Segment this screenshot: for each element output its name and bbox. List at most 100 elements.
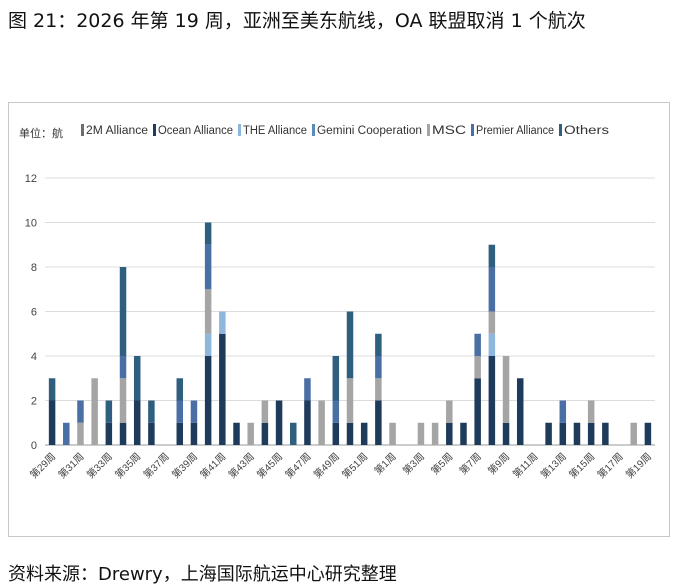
x-tick-label: 第35周 (112, 450, 143, 481)
bar-segment-others (119, 267, 127, 356)
bar-segment-ocean-alliance (219, 333, 226, 445)
bar-segment-msc (375, 378, 382, 401)
bar-segment-ocean-alliance (261, 422, 269, 445)
bar-segment-premier-alliance (332, 400, 340, 423)
bar-segment-premier-alliance (474, 333, 481, 356)
bar-segment-msc (587, 400, 595, 423)
y-tick-label: 12 (25, 173, 37, 185)
bar-segment-ocean-alliance (360, 422, 368, 445)
x-tick-label: 第51周 (339, 450, 370, 481)
bar-segment-ocean-alliance (559, 422, 567, 445)
stacked-bar-chart: 单位：航 2M Alliance Ocean Alliance THE Allian… (19, 124, 655, 481)
bar-segment-ocean-alliance (573, 422, 581, 445)
legend-swatch-ocean-alliance (153, 124, 156, 136)
bar-segment-others (105, 400, 113, 423)
bar-segment-ocean-alliance (304, 400, 311, 445)
x-tick-label: 第11周 (510, 450, 541, 481)
x-tick-label: 第1周 (371, 450, 398, 477)
bar-segment-others (375, 333, 382, 356)
bar-segment-others (48, 378, 56, 401)
source-note: 资料来源：Drewry，上海国际航运中心研究整理 (8, 564, 397, 585)
bar-segment-ocean-alliance (119, 422, 127, 445)
y-tick-label: 6 (31, 307, 37, 319)
bar-segment-others (346, 311, 354, 379)
bar-segment-others (332, 356, 340, 401)
y-tick-label: 2 (31, 396, 37, 408)
legend-swatch-2m-alliance (81, 124, 84, 136)
x-tick-label: 第29周 (27, 450, 58, 481)
bar-segment-msc (119, 378, 127, 423)
bar-segment-msc (630, 422, 637, 445)
bar-segment-ocean-alliance (105, 422, 113, 445)
legend-label-others: Others (564, 125, 609, 137)
figure-title: 图 21：2026 年第 19 周，亚洲至美东航线，OA 联盟取消 1 个航次 (8, 10, 586, 32)
x-tick-label: 第41周 (197, 450, 228, 481)
bar-segment-ocean-alliance (332, 422, 340, 445)
legend-swatch-msc (427, 124, 430, 136)
bar-segment-ocean-alliance (48, 400, 56, 445)
x-axis-ticks: 第29周第31周第33周第35周第37周第39周第41周第43周第45周第47周… (27, 450, 654, 481)
x-tick-label: 第45周 (254, 450, 285, 481)
bar-segment-msc (431, 422, 439, 445)
bar-segment-msc (446, 400, 453, 423)
x-tick-label: 第33周 (84, 450, 115, 481)
bar-segment-ocean-alliance (233, 422, 240, 445)
bar-segment-ocean-alliance (176, 422, 184, 445)
x-tick-label: 第39周 (169, 450, 200, 481)
bar-segment-others (148, 400, 155, 423)
bar-segment-premier-alliance (204, 244, 212, 290)
bar-segment-ocean-alliance (133, 400, 141, 445)
bar-segment-the-alliance (204, 333, 212, 356)
x-tick-label: 第17周 (594, 450, 625, 481)
y-tick-label: 0 (31, 440, 37, 452)
x-tick-label: 第47周 (282, 450, 313, 481)
bar-segment-msc (91, 378, 98, 445)
bar-segment-msc (417, 422, 425, 445)
bar-segment-ocean-alliance (346, 422, 354, 445)
bar-segment-ocean-alliance (488, 356, 496, 445)
bar-segment-ocean-alliance (446, 422, 453, 445)
x-tick-label: 第9周 (485, 450, 512, 477)
y-tick-label: 8 (31, 262, 37, 274)
chart-frame: 单位：航 2M Alliance Ocean Alliance THE Allian… (8, 102, 670, 537)
bar-segment-the-alliance (219, 311, 226, 334)
bar-segment-premier-alliance (77, 400, 84, 423)
bar-segment-ocean-alliance (275, 400, 283, 445)
bar-segment-premier-alliance (375, 356, 382, 379)
bar-segment-msc (502, 356, 510, 423)
bar-segment-premier-alliance (190, 400, 198, 423)
bar-segment-premier-alliance (488, 267, 496, 312)
legend-swatch-gemini-cooperation (312, 124, 315, 136)
bar-segment-premier-alliance (176, 400, 184, 423)
legend-swatch-the-alliance (238, 124, 241, 136)
bar-segment-others (176, 378, 184, 401)
legend-swatch-others (559, 124, 562, 136)
bar-segment-others (133, 356, 141, 401)
legend-label-msc: MSC (432, 125, 466, 137)
x-tick-label: 第43周 (226, 450, 257, 481)
unit-label: 单位：航 (19, 126, 63, 140)
bar-segment-premier-alliance (63, 422, 70, 445)
bar-segment-premier-alliance (304, 378, 311, 401)
bar-segment-ocean-alliance (148, 422, 155, 445)
bar-segment-others (204, 222, 212, 245)
bar-segment-msc (204, 289, 212, 334)
bar-segment-msc (474, 356, 481, 379)
legend-label-premier-alliance: Premier Alliance (476, 125, 554, 137)
bar-segment-ocean-alliance (545, 422, 552, 445)
legend-label-the-alliance: THE Alliance (243, 125, 307, 137)
x-tick-label: 第13周 (538, 450, 569, 481)
bar-segment-the-alliance (488, 333, 496, 356)
bar-segment-others (488, 244, 496, 267)
y-tick-label: 4 (31, 351, 37, 363)
x-tick-label: 第19周 (623, 450, 654, 481)
bar-segment-ocean-alliance (460, 422, 467, 445)
bar-segment-ocean-alliance (516, 378, 524, 445)
legend-swatch-premier-alliance (471, 124, 474, 136)
legend-label-ocean-alliance: Ocean Alliance (158, 125, 233, 137)
x-tick-label: 第31周 (55, 450, 86, 481)
bar-segment-msc (346, 378, 354, 423)
bar-segment-ocean-alliance (644, 422, 652, 445)
bar-segment-msc (389, 422, 396, 445)
bar-stacks (48, 222, 652, 445)
